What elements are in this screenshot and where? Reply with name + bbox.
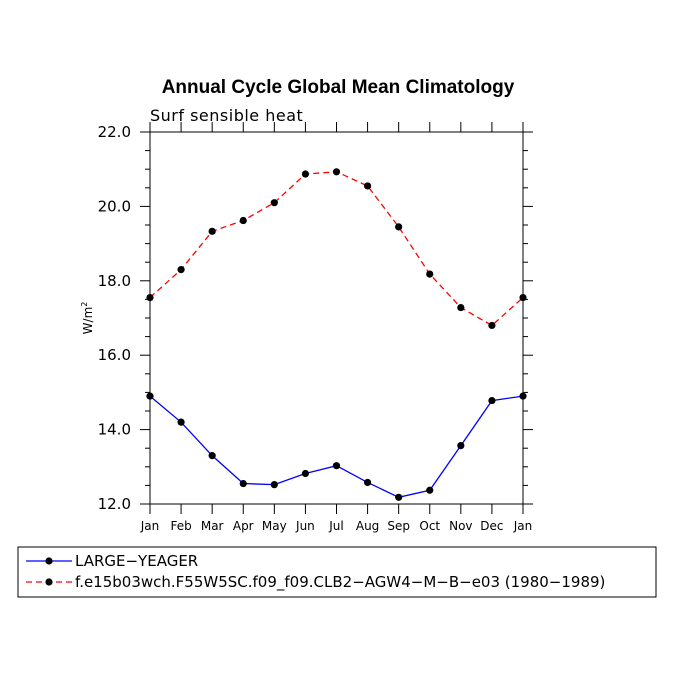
chart-subtitle: Surf sensible heat [150,106,303,125]
series-layer [146,168,527,501]
series-1-point [177,418,185,426]
x-tick-label: Oct [419,519,440,533]
y-tick-label: 14.0 [98,421,131,439]
series-2-point [270,199,278,207]
series-1-point [301,469,310,478]
x-tick-label: Dec [480,519,503,533]
x-tick-label: Apr [233,519,254,533]
series-2-point [239,216,247,225]
series-2-point [301,170,310,178]
series-1-point [457,441,465,450]
series-2-point [208,227,216,235]
series-2-point [332,168,341,176]
series-2-point [426,270,434,278]
series-1-point [239,479,247,488]
series-line-2 [149,171,524,327]
x-tick-label: Aug [356,519,379,533]
x-tick-label: Feb [170,519,191,533]
legend-marker-1 [45,557,53,565]
y-tick-label: 16.0 [98,346,131,364]
x-tick-label: Nov [449,519,472,533]
x-tick-label: Mar [201,519,224,533]
series-1-point [395,493,403,501]
series-1-point [363,478,372,487]
y-axis-label-base: W/m [81,307,95,335]
series-2-point [488,321,496,330]
x-tick-label: Jan [513,519,533,533]
series-2-point [519,293,527,302]
series-1-point [208,452,216,460]
series-2-point [177,266,185,274]
y-axis-label-superscript: 2 [80,302,89,307]
x-axis: Jan Feb Mar Apr May Jun Jul Aug Sep Oct Nov Dec Jan [140,122,533,533]
legend-box [17,546,657,598]
x-tick-label: May [262,519,287,533]
series-1-point [332,462,341,470]
legend-label-2: f.e15b03wch.F55W5SC.f09_f09.CLB2−AGW4−M−… [75,573,605,592]
series-2-point [363,182,372,190]
y-axis-label: W/m2 [80,302,95,335]
series-2-point [395,223,403,231]
legend-marker-2 [45,578,53,586]
series-2-point [146,293,154,302]
series-2-point [457,303,465,312]
y-axis: 12.0 14.0 16.0 18.0 20.0 22.0 [98,123,533,513]
x-tick-label: Jan [140,519,160,533]
x-tick-label: Jul [328,519,343,533]
legend: LARGE−YEAGER f.e15b03wch.F55W5SC.f09_f09.… [26,552,605,592]
series-line-1 [149,395,524,498]
series-1-point [519,392,527,400]
y-tick-label: 20.0 [98,197,131,215]
series-1-point [426,486,434,494]
x-tick-label: Sep [387,519,410,533]
y-tick-label: 12.0 [98,495,131,513]
legend-label-1: LARGE−YEAGER [75,552,198,570]
x-tick-label: Jun [295,519,315,533]
y-tick-label: 22.0 [98,123,131,141]
series-1-point [270,481,278,489]
chart-title: Annual Cycle Global Mean Climatology [162,77,515,98]
series-1-point [488,396,496,405]
y-tick-label: 18.0 [98,272,131,290]
series-1-point [146,392,154,400]
